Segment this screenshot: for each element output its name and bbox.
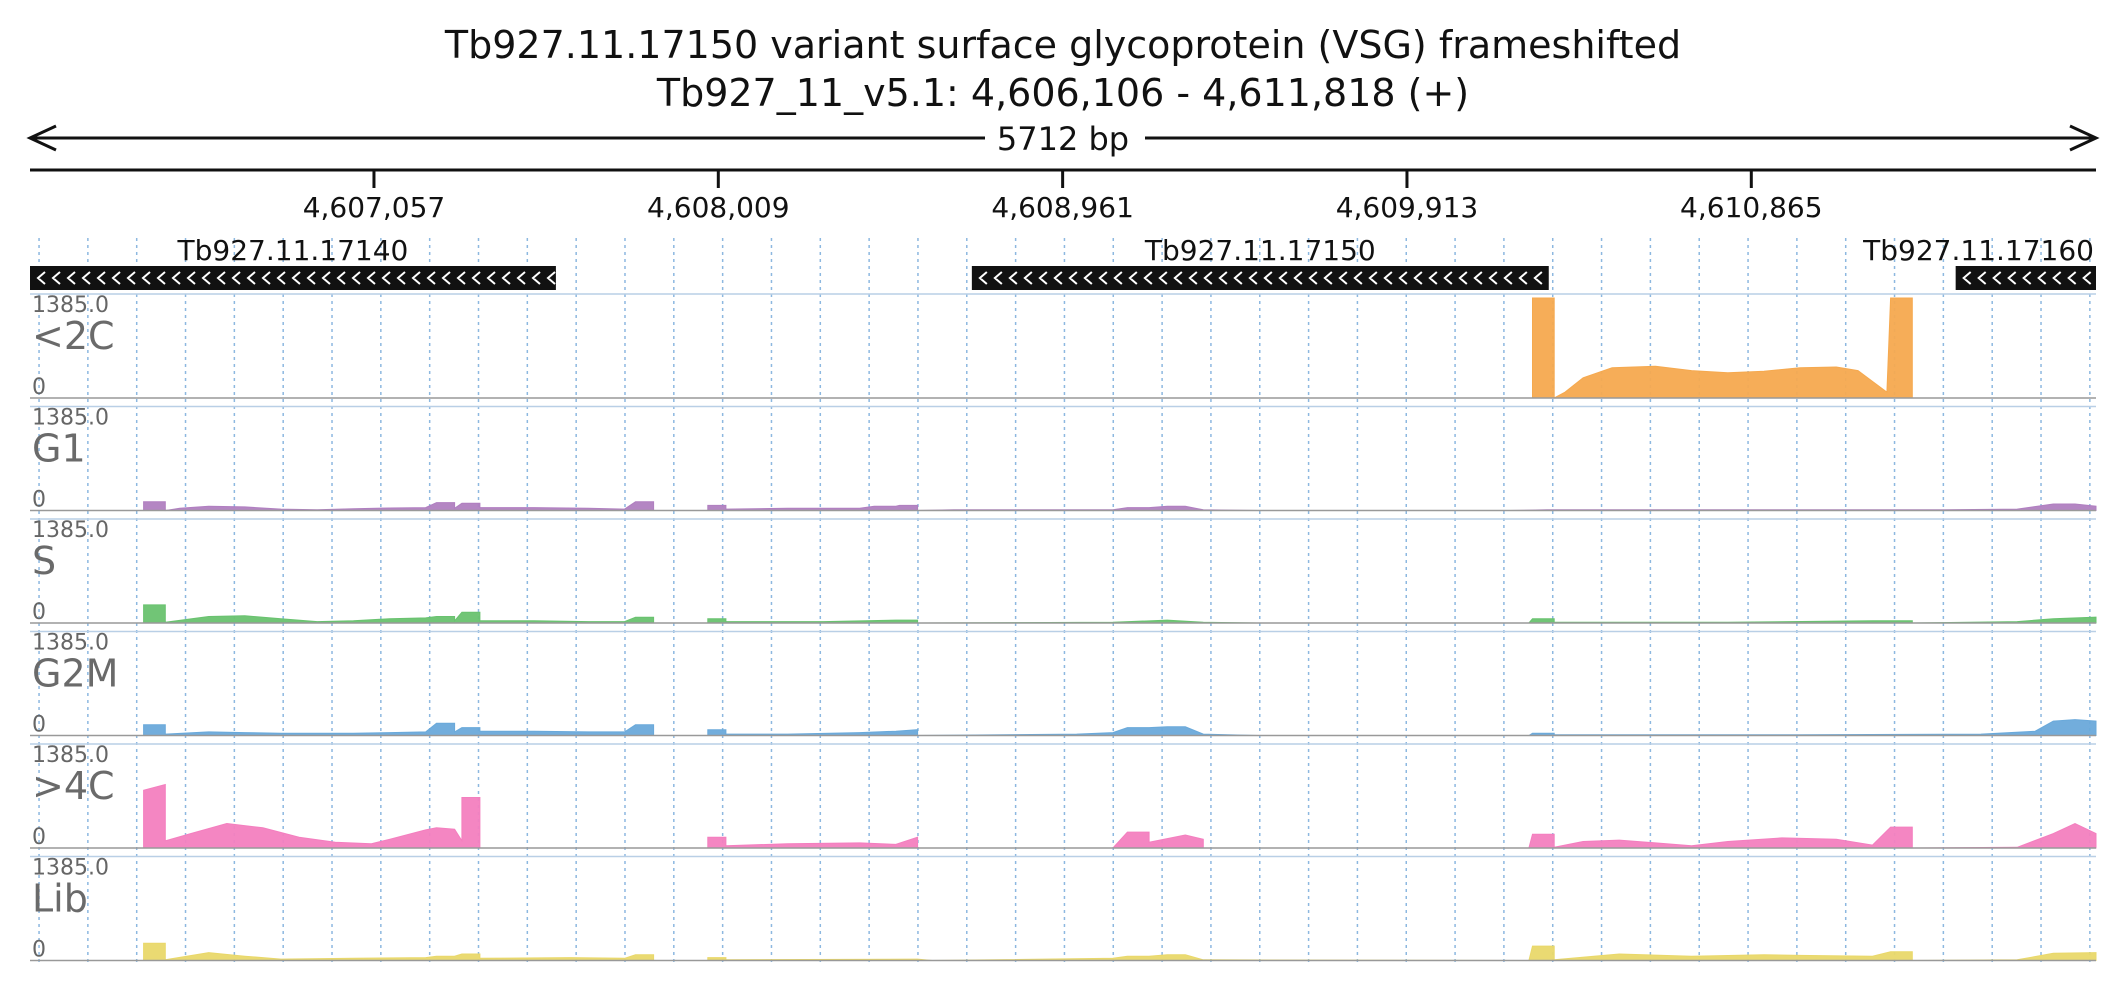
track-min-label: 0: [32, 488, 46, 513]
coverage-track: 1385.0 0 G1: [30, 406, 2097, 513]
strand-arrow-icon: [978, 271, 1543, 285]
track-name: S: [32, 539, 56, 583]
coverage-tracks: 1385.00<2C1385.00G11385.00S1385.00G2M138…: [30, 293, 2097, 963]
coverage-area: [1532, 297, 1913, 399]
gene-track: Tb927.11.17140 Tb927.11.17150 Tb927.11.171…: [30, 234, 2096, 290]
track-name: <2C: [32, 314, 115, 358]
span-arrow-left: [26, 124, 57, 152]
coordinate-axis: 4,607,057 4,608,009 4,608,961 4,609,913 4,61…: [30, 168, 2096, 224]
track-min-label: 0: [32, 938, 46, 963]
track-max-label: 1385.0: [32, 406, 109, 431]
vertical-grid: [38, 238, 2091, 962]
track-max-label: 1385.0: [32, 743, 109, 768]
gene-label: Tb927.11.17140: [177, 234, 409, 267]
coverage-track: 1385.0 0 S: [30, 518, 2097, 625]
coverage-track: 1385.0 0 <2C: [30, 293, 2096, 400]
track-min-label: 0: [32, 375, 46, 400]
gene-feature: [1955, 266, 2096, 290]
axis-tick-label: 4,610,865: [1680, 191, 1823, 224]
coverage-area: [143, 719, 2097, 737]
chart-title: Tb927.11.17150 variant surface glycoprot…: [444, 23, 1682, 67]
strand-arrow-icon: [1962, 271, 2092, 285]
gene-feature: [971, 266, 1549, 290]
track-max-label: 1385.0: [32, 631, 109, 656]
track-max-label: 1385.0: [32, 518, 109, 543]
chart-location: Tb927_11_v5.1: 4,606,106 - 4,611,818 (+): [656, 71, 1470, 115]
axis-tick-label: 4,607,057: [303, 191, 446, 224]
axis-tick-label: 4,609,913: [1336, 191, 1479, 224]
span-arrow-right: [2069, 124, 2100, 152]
track-name: >4C: [32, 764, 115, 808]
track-max-label: 1385.0: [32, 293, 109, 318]
coverage-area: [143, 783, 2097, 849]
axis-tick-label: 4,608,961: [991, 191, 1134, 224]
track-max-label: 1385.0: [32, 856, 109, 881]
gene-label: Tb927.11.17150: [1144, 234, 1376, 267]
track-min-label: 0: [32, 825, 46, 850]
coverage-area: [143, 604, 2097, 624]
coverage-track: 1385.0 0 >4C: [30, 743, 2097, 850]
coverage-area: [143, 942, 2097, 962]
track-name: G2M: [32, 652, 118, 696]
gene-label: Tb927.11.17160: [1862, 234, 2094, 267]
axis-tick-label: 4,608,009: [647, 191, 790, 224]
coverage-area: [143, 501, 2097, 512]
coverage-track: 1385.0 0 Lib: [30, 856, 2097, 963]
span-label: 5712 bp: [997, 120, 1129, 158]
track-name: Lib: [32, 877, 88, 921]
coverage-track: 1385.0 0 G2M: [30, 631, 2097, 738]
track-min-label: 0: [32, 713, 46, 738]
span-indicator: 5712 bp: [26, 120, 2100, 158]
track-name: G1: [32, 427, 86, 471]
strand-arrow-icon: [36, 271, 556, 285]
track-min-label: 0: [32, 600, 46, 625]
